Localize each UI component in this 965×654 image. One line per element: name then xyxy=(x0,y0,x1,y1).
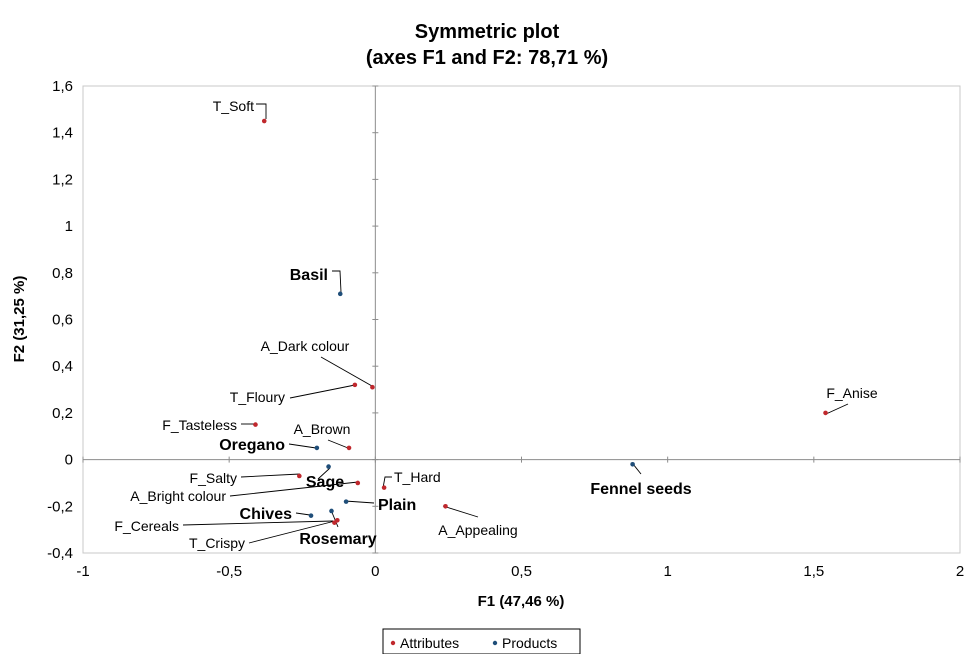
point-label-t-hard: T_Hard xyxy=(394,469,441,485)
legend-label-attributes: Attributes xyxy=(400,635,459,651)
attribute-point-f-tasteless xyxy=(253,422,258,427)
chart-title-line-2: (axes F1 and F2: 78,71 %) xyxy=(366,47,608,69)
y-tick-labels: -0,4 -0,2 0 0,2 0,4 0,6 0,8 1 1,2 1,4 1,6 xyxy=(47,78,73,562)
product-point-rosemary xyxy=(329,508,334,514)
leader-line-a-dark-colour xyxy=(320,356,373,387)
product-point-oregano xyxy=(314,445,320,451)
y-tick-label: 1,6 xyxy=(52,78,73,95)
y-tick-label: 0,6 xyxy=(52,312,73,329)
x-tick-label: -1 xyxy=(76,563,89,580)
attribute-point-t-hard xyxy=(381,485,387,490)
leader-line-chives xyxy=(295,512,311,516)
point-label-rosemary: Rosemary xyxy=(299,531,376,548)
point-label-f-tasteless: F_Tasteless xyxy=(162,417,237,433)
leader-line-sage xyxy=(317,467,331,480)
x-tick-label: 0 xyxy=(371,563,379,580)
y-tick-label: 1,2 xyxy=(52,171,73,188)
attribute-point-a-bright-colour xyxy=(355,480,361,486)
y-tick-label: -0,2 xyxy=(47,498,73,515)
attribute-point-f-salty xyxy=(297,473,302,479)
x-tick-label: 1,5 xyxy=(803,563,824,580)
leader-line-f-cereals xyxy=(182,520,334,526)
attribute-point-a-dark-colour xyxy=(370,384,375,390)
x-tick-label: -0,5 xyxy=(216,563,242,580)
legend-label-products: Products xyxy=(502,635,557,651)
x-tick-label: 1 xyxy=(663,563,671,580)
legend: Attributes Products xyxy=(382,628,581,654)
product-point-fennel-seeds xyxy=(630,461,635,467)
x-tick-labels: -1 -0,5 0 0,5 1 1,5 2 xyxy=(76,563,964,580)
point-label-a-bright-colour: A_Bright colour xyxy=(130,488,226,504)
product-point-sage xyxy=(326,464,331,469)
x-tick-label: 0,5 xyxy=(511,563,532,580)
attribute-point-a-appealing xyxy=(443,504,448,509)
legend-marker-products xyxy=(492,640,498,646)
point-label-f-cereals: F_Cereals xyxy=(114,518,179,534)
chart-title-line-1: Symmetric plot xyxy=(415,21,560,43)
point-label-f-salty: F_Salty xyxy=(190,470,237,486)
attribute-point-a-brown xyxy=(346,445,352,451)
product-point-basil xyxy=(337,291,343,297)
attribute-point-t-soft xyxy=(261,118,267,124)
point-label-t-soft: T_Soft xyxy=(213,98,254,114)
attribute-point-t-floury xyxy=(352,382,358,388)
point-label-chives: Chives xyxy=(240,506,293,523)
legend-box xyxy=(382,628,581,654)
point-label-a-dark-colour: A_Dark colour xyxy=(261,338,350,354)
leader-line-a-bright-colour xyxy=(229,481,359,497)
point-label-sage: Sage xyxy=(306,474,344,491)
attribute-point-t-crispy xyxy=(335,518,340,523)
x-tick-label: 2 xyxy=(956,563,964,580)
point-label-t-floury: T_Floury xyxy=(230,389,285,405)
leader-line-t-soft xyxy=(256,103,267,119)
y-tick-label: 0 xyxy=(65,452,73,469)
axes xyxy=(82,85,961,554)
point-label-plain: Plain xyxy=(378,497,416,514)
x-axis-label: F1 (47,46 %) xyxy=(478,593,565,610)
data-points xyxy=(253,118,828,525)
leader-line-f-salty xyxy=(240,473,301,478)
point-label-t-crispy: T_Crispy xyxy=(189,535,245,551)
product-point-chives xyxy=(308,513,314,518)
point-label-basil: Basil xyxy=(290,267,328,284)
leader-lines xyxy=(182,103,849,544)
leader-line-basil xyxy=(332,270,342,293)
leader-line-a-appealing xyxy=(442,505,479,518)
point-label-oregano: Oregano xyxy=(219,437,285,454)
leader-line-t-floury xyxy=(289,384,356,399)
y-axis-label: F2 (31,25 %) xyxy=(11,276,28,363)
plot-area xyxy=(82,85,961,554)
point-label-f-anise: F_Anise xyxy=(826,385,878,401)
attribute-point-f-anise xyxy=(823,410,828,416)
leader-line-t-hard xyxy=(382,476,392,489)
legend-marker-attributes xyxy=(390,640,396,646)
y-tick-label: 1,4 xyxy=(52,125,73,142)
point-label-fennel-seeds: Fennel seeds xyxy=(590,481,691,498)
y-tick-label: 0,2 xyxy=(52,405,73,422)
point-label-a-appealing: A_Appealing xyxy=(438,522,517,538)
point-labels: T_Soft A_Dark colour T_Floury F_Tasteless A_… xyxy=(114,98,877,551)
y-tick-label: -0,4 xyxy=(47,545,73,562)
leader-line-plain xyxy=(344,500,375,504)
y-tick-label: 0,4 xyxy=(52,358,73,375)
leader-line-t-crispy xyxy=(248,520,336,544)
y-tick-label: 0,8 xyxy=(52,265,73,282)
leader-line-oregano xyxy=(288,443,317,449)
point-label-a-brown: A_Brown xyxy=(294,421,351,437)
leader-line-a-brown xyxy=(327,439,349,449)
y-tick-label: 1 xyxy=(65,218,73,235)
product-point-plain xyxy=(343,499,349,504)
leader-line-f-anise xyxy=(825,403,849,415)
